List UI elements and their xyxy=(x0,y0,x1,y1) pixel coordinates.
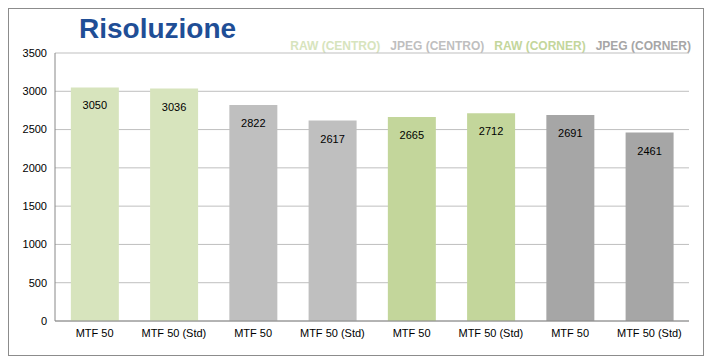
svg-text:2691: 2691 xyxy=(558,127,582,139)
html-text:RAW (CORNER): RAW (CORNER) xyxy=(494,39,586,53)
svg-text:1500: 1500 xyxy=(23,200,47,212)
svg-text:2822: 2822 xyxy=(241,117,265,129)
svg-text:0: 0 xyxy=(41,315,47,327)
svg-text:2712: 2712 xyxy=(479,125,503,137)
svg-text:1000: 1000 xyxy=(23,238,47,250)
svg-text:MTF 50: MTF 50 xyxy=(393,327,431,339)
html-text:JPEG (CORNER): JPEG (CORNER) xyxy=(595,39,691,53)
svg-text:2000: 2000 xyxy=(23,162,47,174)
svg-text:3000: 3000 xyxy=(23,85,47,97)
svg-text:MTF 50 (Std): MTF 50 (Std) xyxy=(458,327,523,339)
svg-text:MTF 50: MTF 50 xyxy=(551,327,589,339)
svg-text:2665: 2665 xyxy=(400,129,424,141)
svg-text:MTF 50 (Std): MTF 50 (Std) xyxy=(141,327,206,339)
svg-text:3036: 3036 xyxy=(162,101,186,113)
svg-text:500: 500 xyxy=(29,277,47,289)
html-text:Risoluzione: Risoluzione xyxy=(79,13,237,44)
svg-text:3500: 3500 xyxy=(23,47,47,59)
svg-text:MTF 50 (Std): MTF 50 (Std) xyxy=(617,327,682,339)
svg-text:MTF 50: MTF 50 xyxy=(76,327,114,339)
svg-text:MTF 50 (Std): MTF 50 (Std) xyxy=(300,327,365,339)
svg-text:3050: 3050 xyxy=(83,99,107,111)
html-text:RAW (CENTRO): RAW (CENTRO) xyxy=(290,39,381,53)
svg-text:2617: 2617 xyxy=(320,133,344,145)
svg-text:2461: 2461 xyxy=(637,145,661,157)
svg-text:2500: 2500 xyxy=(23,123,47,135)
svg-text:MTF 50: MTF 50 xyxy=(234,327,272,339)
html-text:JPEG (CENTRO): JPEG (CENTRO) xyxy=(390,39,485,53)
